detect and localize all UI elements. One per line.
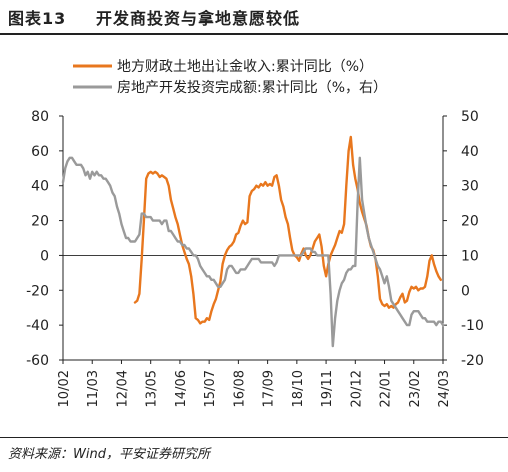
legend-label-1: 地方财政土地出让金收入:累计同比（%） [117, 59, 373, 75]
left-tick-label: 60 [31, 144, 49, 160]
right-tick-label: 50 [461, 109, 479, 125]
x-tick-label: 23/02 [408, 370, 423, 407]
right-tick-label: 30 [461, 179, 479, 195]
left-tick-label: 20 [31, 214, 49, 230]
left-tick-label: -20 [26, 283, 49, 299]
figure-title: 开发商投资与拿地意愿较低 [96, 9, 301, 28]
x-tick-label: 17/09 [262, 370, 277, 407]
x-tick-label: 18/10 [291, 370, 306, 407]
real-estate-investment-series-line [61, 156, 445, 348]
x-tick-label: 13/05 [145, 370, 160, 407]
left-tick-label: -40 [26, 318, 49, 334]
figure-number: 图表13 [8, 9, 67, 28]
right-tick-label: -10 [461, 318, 484, 334]
chart-area: 80 60 40 20 0 -20 -40 -60 50 40 30 20 10 0 -10 -20 10/02… [0, 36, 508, 436]
x-tick-label: 12/04 [115, 370, 130, 407]
left-tick-label: 80 [31, 109, 49, 125]
left-tick-label: -60 [26, 353, 49, 369]
dual-axis-line-chart: 80 60 40 20 0 -20 -40 -60 50 40 30 20 10 0 -10 -20 10/02… [26, 59, 484, 407]
x-tick-label: 16/08 [232, 370, 247, 407]
right-tick-label: 20 [461, 214, 479, 230]
left-tick-label: 0 [40, 248, 49, 264]
x-tick-label: 24/03 [437, 370, 452, 407]
right-tick-label: 40 [461, 144, 479, 160]
x-tick-label: 19/11 [320, 370, 335, 407]
right-tick-label: 10 [461, 248, 479, 264]
x-tick-label: 14/06 [174, 370, 189, 407]
legend-label-2: 房地产开发投资完成额:累计同比（%，右） [117, 80, 387, 96]
footer-rule [0, 437, 508, 438]
source-note: 资料来源：Wind，平安证券研究所 [8, 447, 210, 462]
figure-title-bar: 图表13 开发商投资与拿地意愿较低 [0, 0, 508, 35]
right-tick-label: -20 [461, 353, 484, 369]
land-revenue-series-line [133, 135, 442, 325]
x-tick-label: 11/03 [86, 370, 101, 407]
left-tick-label: 40 [31, 179, 49, 195]
x-tick-label: 15/07 [203, 370, 218, 407]
x-tick-label: 10/02 [57, 370, 72, 407]
title-underline [0, 33, 508, 35]
right-tick-label: 0 [461, 283, 470, 299]
x-tick-label: 20/12 [349, 370, 364, 407]
x-tick-label: 22/01 [379, 370, 394, 407]
